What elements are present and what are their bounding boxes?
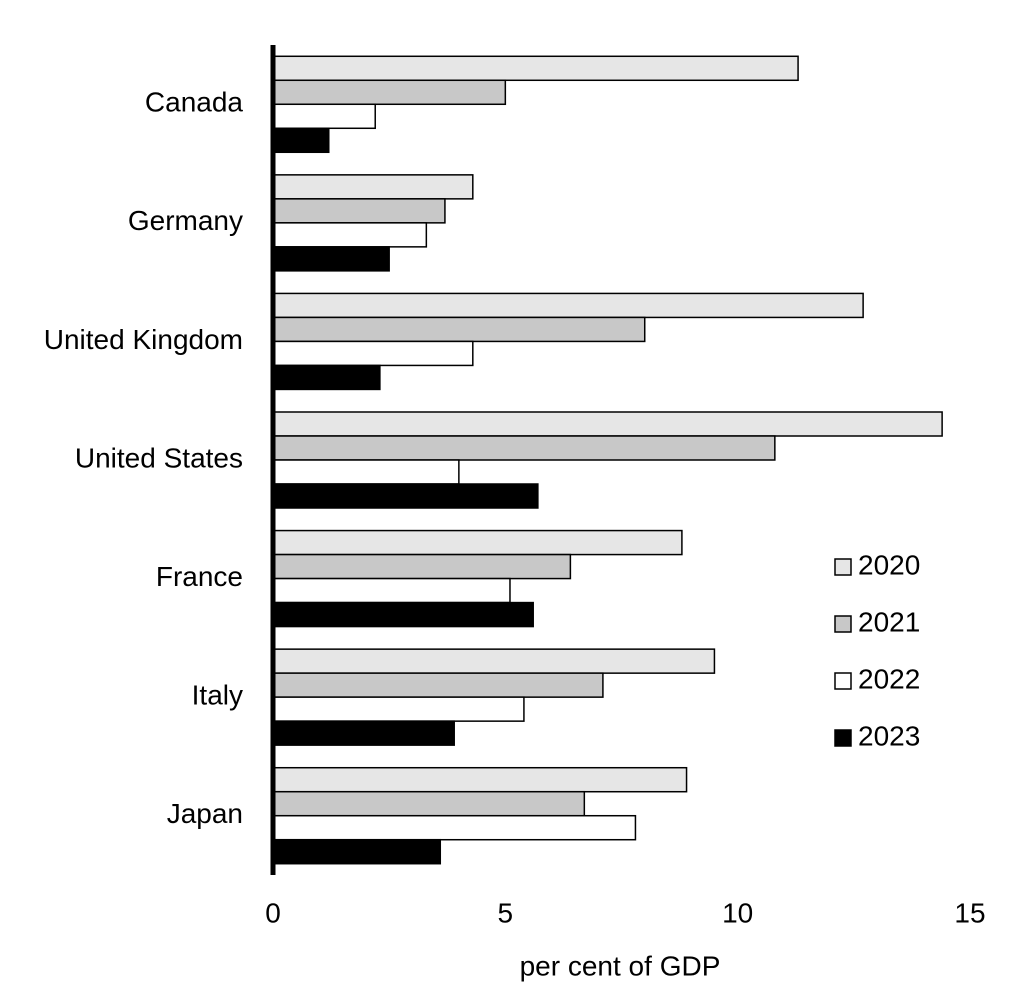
y-tick-label: Japan bbox=[167, 798, 243, 829]
bar bbox=[272, 103, 376, 130]
bar bbox=[272, 696, 525, 722]
bar bbox=[272, 790, 586, 817]
y-tick-label: Canada bbox=[145, 87, 244, 118]
bar bbox=[272, 174, 474, 200]
bar bbox=[272, 720, 455, 746]
bar bbox=[272, 435, 776, 461]
legend-swatch bbox=[834, 729, 852, 747]
x-tick-label: 0 bbox=[265, 897, 281, 928]
bar bbox=[272, 459, 460, 485]
bar bbox=[272, 766, 688, 793]
bar bbox=[272, 79, 507, 106]
bar bbox=[272, 316, 646, 343]
bar bbox=[272, 672, 604, 698]
legend-label: 2023 bbox=[858, 720, 920, 751]
bar bbox=[272, 55, 799, 82]
bar bbox=[272, 340, 474, 367]
x-tick-label: 10 bbox=[722, 897, 753, 928]
bar bbox=[272, 198, 446, 224]
bar bbox=[272, 529, 683, 556]
x-axis-label: per cent of GDP bbox=[520, 950, 721, 981]
legend-swatch bbox=[834, 615, 852, 633]
bar bbox=[272, 577, 511, 604]
bar bbox=[272, 222, 428, 248]
y-tick-label: Germany bbox=[128, 205, 243, 236]
bar bbox=[272, 127, 330, 154]
bar bbox=[272, 838, 442, 865]
y-tick-label: United Kingdom bbox=[44, 324, 243, 355]
legend-label: 2022 bbox=[858, 663, 920, 694]
x-tick-label: 5 bbox=[498, 897, 514, 928]
bar bbox=[272, 553, 572, 580]
bar bbox=[272, 364, 381, 391]
bar bbox=[272, 292, 864, 319]
legend-label: 2020 bbox=[858, 549, 920, 580]
legend-label: 2021 bbox=[858, 606, 920, 637]
bar bbox=[272, 411, 943, 437]
bar bbox=[272, 814, 637, 841]
y-tick-label: United States bbox=[75, 442, 243, 473]
bar bbox=[272, 648, 716, 674]
y-tick-label: France bbox=[156, 561, 243, 592]
legend-swatch bbox=[834, 672, 852, 690]
bar bbox=[272, 246, 390, 272]
bar bbox=[272, 483, 539, 509]
y-tick-label: Italy bbox=[192, 680, 243, 711]
bar bbox=[272, 601, 534, 628]
legend-swatch bbox=[834, 558, 852, 576]
x-tick-label: 15 bbox=[954, 897, 985, 928]
